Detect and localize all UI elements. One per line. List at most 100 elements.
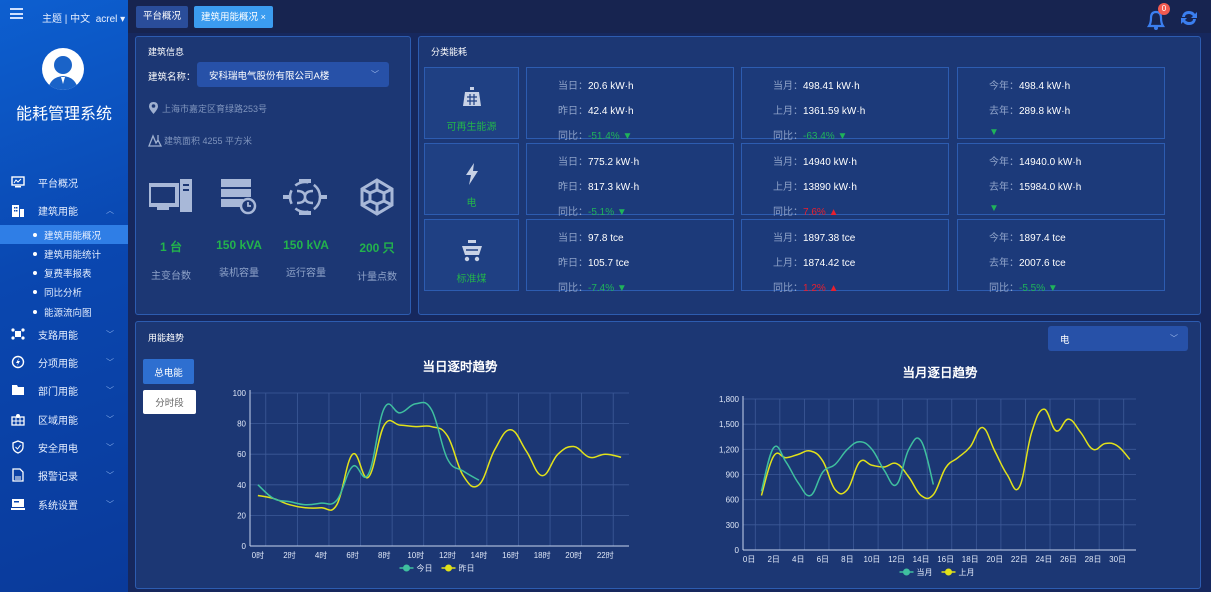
arrow-down-icon: ▼ bbox=[614, 207, 627, 218]
arrow-down-icon: ▼ bbox=[619, 131, 633, 142]
sidebar-item-label: 安全用电 bbox=[38, 443, 78, 455]
building-name-select[interactable]: 安科瑞电气股份有限公司A楼 ﹀ bbox=[197, 62, 389, 87]
x-tick-label: 4日 bbox=[792, 555, 804, 564]
data-line: 昨日：105.7 tce bbox=[558, 254, 629, 269]
shield-icon bbox=[11, 440, 25, 454]
arrow-down-icon: ▼ bbox=[614, 283, 627, 294]
data-line: 同比：-5.1% ▼ bbox=[558, 203, 627, 218]
coal-cart-icon bbox=[425, 238, 518, 265]
data-value: 13890 kW·h bbox=[803, 182, 857, 193]
category-card-1[interactable]: 电 bbox=[424, 143, 519, 215]
data-line: 去年：2007.6 tce bbox=[989, 254, 1066, 269]
stat-label: 装机容量 bbox=[219, 268, 259, 279]
sidebar-item-department[interactable]: 部门用能 ﹀ bbox=[0, 379, 128, 401]
user-menu[interactable]: acrel ▾ bbox=[95, 14, 126, 25]
x-tick-label: 24日 bbox=[1035, 555, 1052, 564]
arrow-up-icon: ▲ bbox=[825, 283, 839, 294]
series-line-当月 bbox=[760, 437, 935, 497]
y-tick-label: 300 bbox=[726, 521, 740, 530]
sidebar-subitem-rate-report[interactable]: 复费率报表 bbox=[0, 263, 128, 282]
category-name: 标准煤 bbox=[456, 274, 487, 285]
sidebar-subitem-overview[interactable]: 建筑用能概况 bbox=[0, 225, 128, 244]
chevron-down-icon: ﹀ bbox=[106, 499, 114, 509]
data-line: 同比：1.2% ▲ bbox=[773, 279, 838, 294]
switch-network-icon bbox=[283, 177, 327, 220]
sidebar-subitem-energy-flow[interactable]: 能源流向图 bbox=[0, 302, 128, 321]
category-card-2[interactable]: 标准煤 bbox=[424, 219, 519, 291]
tab-building-overview[interactable]: 建筑用能概况 × bbox=[194, 6, 273, 28]
category-card-0[interactable]: 可再生能源 bbox=[424, 67, 519, 139]
refresh-icon[interactable] bbox=[1179, 8, 1199, 31]
sidebar-item-region[interactable]: 区域用能 ﹀ bbox=[0, 408, 128, 430]
sidebar-item-platform[interactable]: 平台概况 bbox=[0, 171, 128, 193]
sidebar-item-alarm[interactable]: 报警记录 ﹀ bbox=[0, 464, 128, 486]
energy-type-select[interactable]: 电 ﹀ bbox=[1048, 326, 1188, 351]
x-tick-label: 12时 bbox=[439, 550, 456, 560]
arrow-down-icon: ▼ bbox=[989, 203, 999, 214]
data-line: 今年：1897.4 tce bbox=[989, 229, 1066, 244]
data-line: 当日：20.6 kW·h bbox=[558, 77, 634, 92]
x-tick-label: 6时 bbox=[346, 550, 358, 560]
x-tick-label: 8时 bbox=[378, 550, 390, 560]
tab-platform-overview[interactable]: 平台概况 bbox=[136, 6, 189, 28]
data-key: 今年： bbox=[989, 233, 1019, 244]
branch-icon bbox=[11, 328, 25, 340]
series-line-今日 bbox=[257, 401, 480, 506]
sidebar-item-building[interactable]: 建筑用能 ︿ bbox=[0, 199, 128, 221]
address-text: 上海市嘉定区育绿路253号 bbox=[162, 103, 268, 114]
sidebar-subitem-yoy-analysis[interactable]: 同比分析 bbox=[0, 282, 128, 301]
data-line: 同比：-7.4% ▼ bbox=[558, 279, 627, 294]
menu-toggle-icon[interactable] bbox=[10, 8, 23, 19]
lightning-icon bbox=[425, 162, 518, 189]
time-period-button[interactable]: 分时段 bbox=[143, 390, 196, 414]
total-energy-button[interactable]: 总电能 bbox=[143, 359, 194, 384]
theme-language-switch[interactable]: 主题 | 中文 acrel ▾ bbox=[42, 10, 125, 25]
x-tick-label: 18时 bbox=[534, 550, 551, 560]
data-value: 775.2 kW·h bbox=[588, 157, 640, 168]
data-key: 上月： bbox=[773, 182, 803, 193]
data-line: ▼ bbox=[989, 127, 999, 138]
notification-bell-icon[interactable]: 0 bbox=[1145, 3, 1170, 34]
x-tick-label: 16日 bbox=[937, 555, 954, 564]
legend-label: 当月 bbox=[917, 567, 933, 577]
tab-label: 建筑用能概况 bbox=[201, 12, 259, 23]
tab-close-icon[interactable]: × bbox=[260, 12, 266, 22]
hourly-trend-chart: 0 20 40 60 80 100 0时 2时 4时 6时 8时 10时 12时 14时 16时 18时 20时… bbox=[233, 389, 629, 573]
y-tick-label: 20 bbox=[237, 511, 246, 520]
sidebar-item-label: 支路用能 bbox=[38, 330, 78, 342]
x-tick-label: 6日 bbox=[817, 555, 829, 564]
data-line: 昨日：42.4 kW·h bbox=[558, 102, 634, 117]
sidebar-item-branch[interactable]: 支路用能 ﹀ bbox=[0, 323, 128, 345]
data-value: 498.41 kW·h bbox=[803, 81, 860, 92]
building-info-panel: 建筑信息 建筑名称： 安科瑞电气股份有限公司A楼 ﹀ 上海市嘉定区育绿路253号 … bbox=[135, 36, 411, 315]
location-pin-icon bbox=[149, 102, 158, 114]
sidebar-item-settings[interactable]: 系统设置 ﹀ bbox=[0, 493, 128, 515]
theme-language-label[interactable]: 主题 | 中文 bbox=[42, 14, 91, 25]
y-tick-label: 1,800 bbox=[719, 395, 740, 404]
category-name: 可再生能源 bbox=[446, 122, 497, 133]
data-value: 14940.0 kW·h bbox=[1019, 157, 1082, 168]
top-bar: 平台概况 建筑用能概况 × 0 bbox=[128, 0, 1211, 33]
y-tick-label: 1,200 bbox=[719, 445, 740, 454]
data-value: -5.1% bbox=[588, 207, 615, 218]
data-value: 1897.38 tce bbox=[803, 233, 856, 244]
chevron-down-icon: ﹀ bbox=[106, 357, 114, 367]
stat-transformer-count: 1 台主变台数 bbox=[136, 238, 206, 282]
hexagon-network-icon bbox=[358, 177, 396, 220]
sidebar-subitem-statistics[interactable]: 建筑用能统计 bbox=[0, 244, 128, 263]
x-tick-label: 20时 bbox=[565, 550, 582, 560]
building-area: 建筑面积 4255 平方米 bbox=[148, 134, 252, 147]
data-line: 去年：15984.0 kW·h bbox=[989, 178, 1081, 193]
data-value: 7.6% bbox=[803, 207, 826, 218]
sidebar-item-subitem-energy[interactable]: 分项用能 ﹀ bbox=[0, 351, 128, 373]
energy-type-value: 电 bbox=[1060, 334, 1070, 346]
sidebar-item-label: 区域用能 bbox=[38, 415, 78, 427]
x-tick-label: 14日 bbox=[913, 555, 930, 564]
tab-label: 平台概况 bbox=[143, 11, 182, 22]
chevron-down-icon: ﹀ bbox=[106, 414, 114, 424]
data-line: 当月：498.41 kW·h bbox=[773, 77, 860, 92]
panel-title: 分类能耗 bbox=[431, 47, 468, 57]
sidebar-item-label: 平台概况 bbox=[38, 178, 78, 190]
x-tick-label: 8日 bbox=[841, 555, 853, 564]
sidebar-item-safety[interactable]: 安全用电 ﹀ bbox=[0, 436, 128, 458]
